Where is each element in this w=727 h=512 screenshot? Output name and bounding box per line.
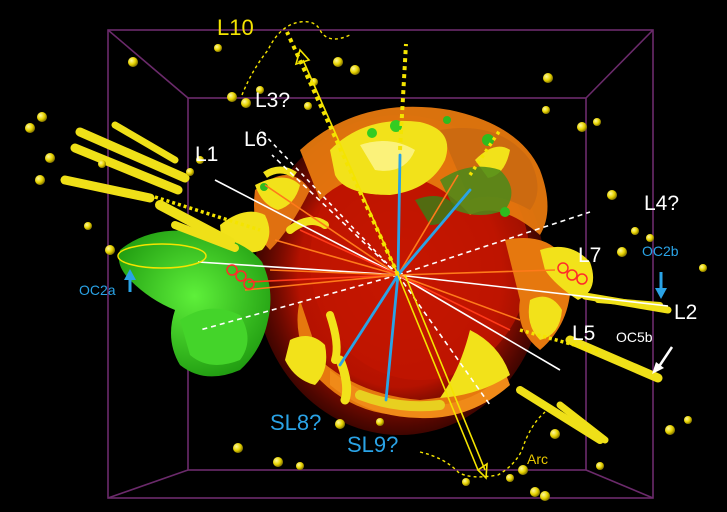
scattered-balls bbox=[25, 44, 707, 501]
label-sl9: SL9? bbox=[347, 432, 399, 457]
label-l4: L4? bbox=[644, 192, 680, 215]
label-l1: L1 bbox=[195, 143, 219, 166]
label-l7: L7 bbox=[578, 244, 602, 267]
label-oc2b: OC2b bbox=[642, 243, 679, 259]
arrow-oc2a-icon bbox=[124, 269, 136, 292]
label-l5: L5 bbox=[572, 322, 596, 345]
green-deposits bbox=[118, 116, 512, 377]
label-l2: L2 bbox=[674, 301, 698, 324]
arrow-oc5b-icon bbox=[652, 346, 674, 374]
label-l10: L10 bbox=[217, 15, 254, 40]
label-oc5b: OC5b bbox=[616, 329, 653, 345]
label-sl8: SL8? bbox=[270, 410, 322, 435]
label-l3: L3? bbox=[255, 89, 291, 112]
label-l6: L6 bbox=[244, 128, 268, 151]
ray-lines bbox=[197, 129, 669, 406]
cyan-lines bbox=[338, 153, 472, 402]
label-oc2a: OC2a bbox=[79, 282, 116, 298]
label-arc: Arc bbox=[527, 451, 548, 467]
yellow-guides bbox=[117, 20, 601, 480]
arrow-oc2b-icon bbox=[655, 272, 667, 299]
red-circles bbox=[226, 262, 588, 290]
